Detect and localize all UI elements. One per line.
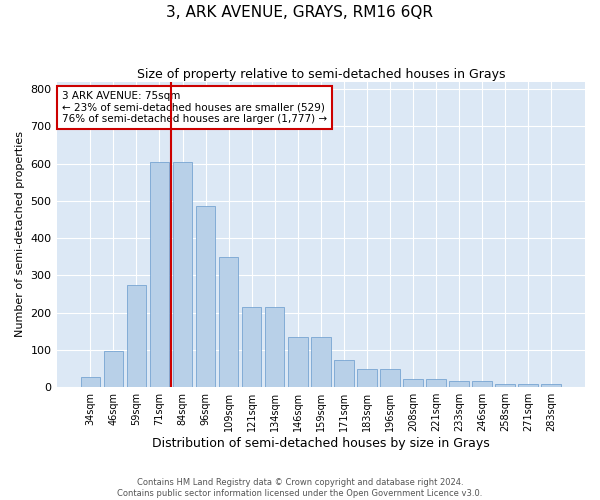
Bar [80,377,100,387]
Bar [403,379,423,387]
Bar [242,307,262,387]
Text: Contains HM Land Registry data © Crown copyright and database right 2024.
Contai: Contains HM Land Registry data © Crown c… [118,478,482,498]
Bar [496,384,515,387]
Bar [265,307,284,387]
Text: 3 ARK AVENUE: 75sqm
← 23% of semi-detached houses are smaller (529)
76% of semi-: 3 ARK AVENUE: 75sqm ← 23% of semi-detach… [62,91,327,124]
Bar [334,360,353,387]
Text: 3, ARK AVENUE, GRAYS, RM16 6QR: 3, ARK AVENUE, GRAYS, RM16 6QR [167,5,433,20]
Bar [149,162,169,387]
Bar [518,384,538,387]
Bar [288,337,308,387]
Bar [311,337,331,387]
Bar [173,162,193,387]
Bar [541,384,561,387]
Bar [357,370,377,387]
Bar [449,380,469,387]
Bar [219,257,238,387]
Bar [426,379,446,387]
Bar [104,351,123,387]
Title: Size of property relative to semi-detached houses in Grays: Size of property relative to semi-detach… [137,68,505,80]
Bar [472,380,492,387]
Bar [196,206,215,387]
Bar [127,284,146,387]
Y-axis label: Number of semi-detached properties: Number of semi-detached properties [15,132,25,338]
Bar [380,370,400,387]
X-axis label: Distribution of semi-detached houses by size in Grays: Distribution of semi-detached houses by … [152,437,490,450]
